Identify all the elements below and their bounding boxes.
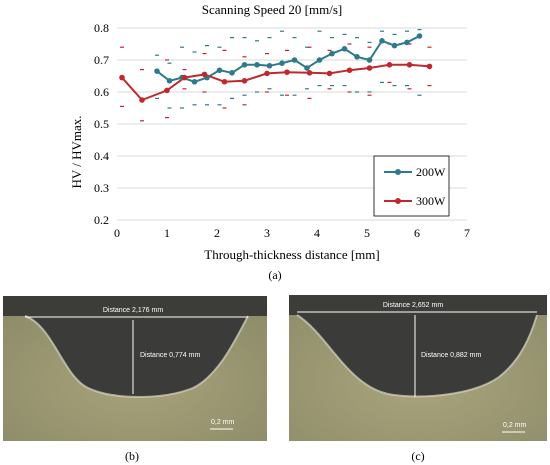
- y-tick-label: 0.5: [94, 117, 109, 131]
- series-line-300w: [121, 63, 430, 102]
- micrograph-b-width-label: Distance 2,176 mm: [103, 307, 163, 314]
- y-tick-labels: 0.2 0.3 0.4 0.5 0.6 0.7 0.8: [94, 21, 109, 227]
- x-tick-label: 7: [464, 226, 470, 240]
- series-points: [119, 33, 433, 103]
- data-point-200w: [416, 33, 423, 39]
- y-tick-label: 0.7: [94, 53, 109, 67]
- micrograph-c-depth-label: Distance 0,882 mm: [421, 352, 481, 359]
- data-point-200w: [329, 50, 335, 57]
- data-point-200w: [191, 78, 198, 85]
- data-point-200w: [379, 38, 385, 44]
- data-point-300w: [326, 70, 333, 77]
- x-tick-label: 5: [364, 226, 370, 240]
- micrograph-b-depth-label: Distance 0,774 mm: [140, 352, 200, 359]
- legend-box: [373, 155, 450, 217]
- data-point-200w: [316, 57, 323, 63]
- micrograph-b: Distance 2,176 mm Distance 0,774 mm 0,2 …: [3, 296, 267, 441]
- data-point-300w: [306, 70, 313, 76]
- data-point-200w: [404, 39, 410, 46]
- data-point-300w: [139, 97, 145, 103]
- legend-label-200w: 200W: [416, 165, 446, 179]
- data-point-200w: [391, 42, 398, 49]
- data-point-300w: [164, 87, 170, 94]
- legend-marker-300w: [395, 198, 401, 204]
- data-point-200w: [241, 62, 248, 68]
- data-point-200w: [341, 46, 348, 52]
- x-tick-label: 1: [164, 226, 170, 240]
- x-axis-label: Through-thickness distance [mm]: [204, 247, 379, 262]
- data-point-300w: [119, 74, 125, 81]
- error-markers: [120, 29, 432, 122]
- y-tick-label: 0.4: [94, 149, 109, 163]
- legend: 200W 300W: [373, 155, 450, 217]
- data-point-200w: [366, 57, 373, 63]
- caption-b: (b): [125, 449, 139, 463]
- data-point-300w: [264, 70, 270, 77]
- y-tick-label: 0.8: [94, 21, 109, 35]
- legend-marker-200w: [395, 169, 401, 175]
- y-tick-label: 0.3: [94, 181, 109, 195]
- data-point-300w: [366, 65, 373, 71]
- data-point-300w: [426, 63, 433, 70]
- data-point-300w: [284, 69, 290, 75]
- x-tick-label: 6: [414, 226, 420, 240]
- chart-title: Scanning Speed 20 [mm/s]: [202, 2, 342, 17]
- x-tick-label: 2: [214, 226, 220, 240]
- data-point-200w: [154, 68, 160, 74]
- x-tick-label: 3: [264, 226, 270, 240]
- data-point-200w: [229, 70, 235, 76]
- data-point-300w: [181, 74, 188, 81]
- data-point-300w: [346, 67, 353, 74]
- x-tick-labels: 0 1 2 3 4 5 6 7: [114, 226, 470, 240]
- micrograph-c-scale-label: 0,2 mm: [503, 422, 527, 429]
- series-line-200w: [156, 35, 420, 83]
- data-point-200w: [304, 65, 310, 71]
- data-point-300w: [241, 78, 248, 84]
- caption-a: (a): [268, 268, 282, 282]
- x-tick-label: 4: [314, 226, 320, 240]
- y-axis-label: HV / HVmax.: [69, 115, 84, 188]
- data-point-300w: [201, 71, 208, 78]
- data-point-200w: [354, 54, 360, 60]
- data-point-200w: [254, 62, 260, 68]
- series-lines: [121, 35, 430, 102]
- micrograph-b-scale-label: 0,2 mm: [211, 419, 235, 426]
- micrograph-c: Distance 2,652 mm Distance 0,882 mm 0,2 …: [289, 295, 547, 441]
- micrograph-c-width-label: Distance 2,652 mm: [383, 302, 443, 309]
- data-point-200w: [279, 60, 285, 66]
- hardness-chart: Scanning Speed 20 [mm/s] 0.2 0.3 0.4 0.5 0.6…: [69, 2, 470, 262]
- x-tick-label: 0: [114, 226, 120, 240]
- legend-label-300w: 300W: [416, 194, 446, 208]
- data-point-300w: [406, 62, 413, 68]
- y-tick-label: 0.6: [94, 85, 109, 99]
- data-point-200w: [216, 67, 223, 74]
- data-point-200w: [166, 78, 173, 84]
- caption-c: (c): [411, 449, 425, 463]
- data-point-200w: [291, 57, 298, 63]
- y-tick-label: 0.2: [94, 213, 109, 227]
- data-point-200w: [266, 62, 273, 69]
- data-point-300w: [221, 78, 228, 85]
- data-point-300w: [386, 62, 393, 68]
